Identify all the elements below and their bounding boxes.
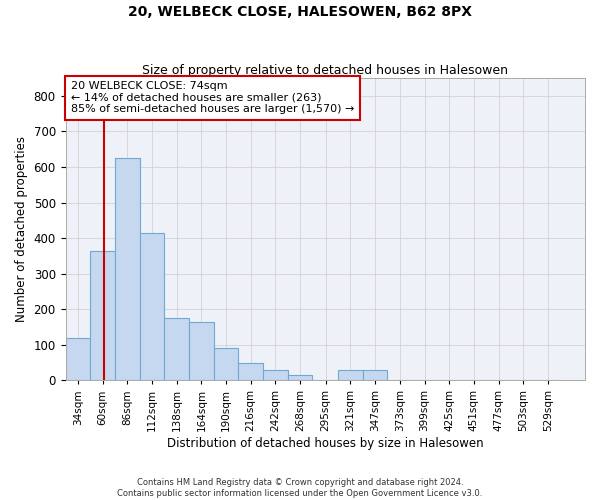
Bar [338, 370, 363, 380]
Bar [90, 250, 115, 380]
Bar [140, 233, 164, 380]
Bar [238, 362, 263, 380]
Bar [214, 348, 238, 380]
Text: Contains HM Land Registry data © Crown copyright and database right 2024.
Contai: Contains HM Land Registry data © Crown c… [118, 478, 482, 498]
X-axis label: Distribution of detached houses by size in Halesowen: Distribution of detached houses by size … [167, 437, 484, 450]
Title: Size of property relative to detached houses in Halesowen: Size of property relative to detached ho… [142, 64, 508, 77]
Y-axis label: Number of detached properties: Number of detached properties [15, 136, 28, 322]
Bar [164, 318, 189, 380]
Bar [363, 370, 388, 380]
Text: 20, WELBECK CLOSE, HALESOWEN, B62 8PX: 20, WELBECK CLOSE, HALESOWEN, B62 8PX [128, 5, 472, 19]
Bar [263, 370, 288, 380]
Text: 20 WELBECK CLOSE: 74sqm
← 14% of detached houses are smaller (263)
85% of semi-d: 20 WELBECK CLOSE: 74sqm ← 14% of detache… [71, 81, 354, 114]
Bar [115, 158, 140, 380]
Bar [288, 375, 313, 380]
Bar [189, 322, 214, 380]
Bar [65, 338, 90, 380]
